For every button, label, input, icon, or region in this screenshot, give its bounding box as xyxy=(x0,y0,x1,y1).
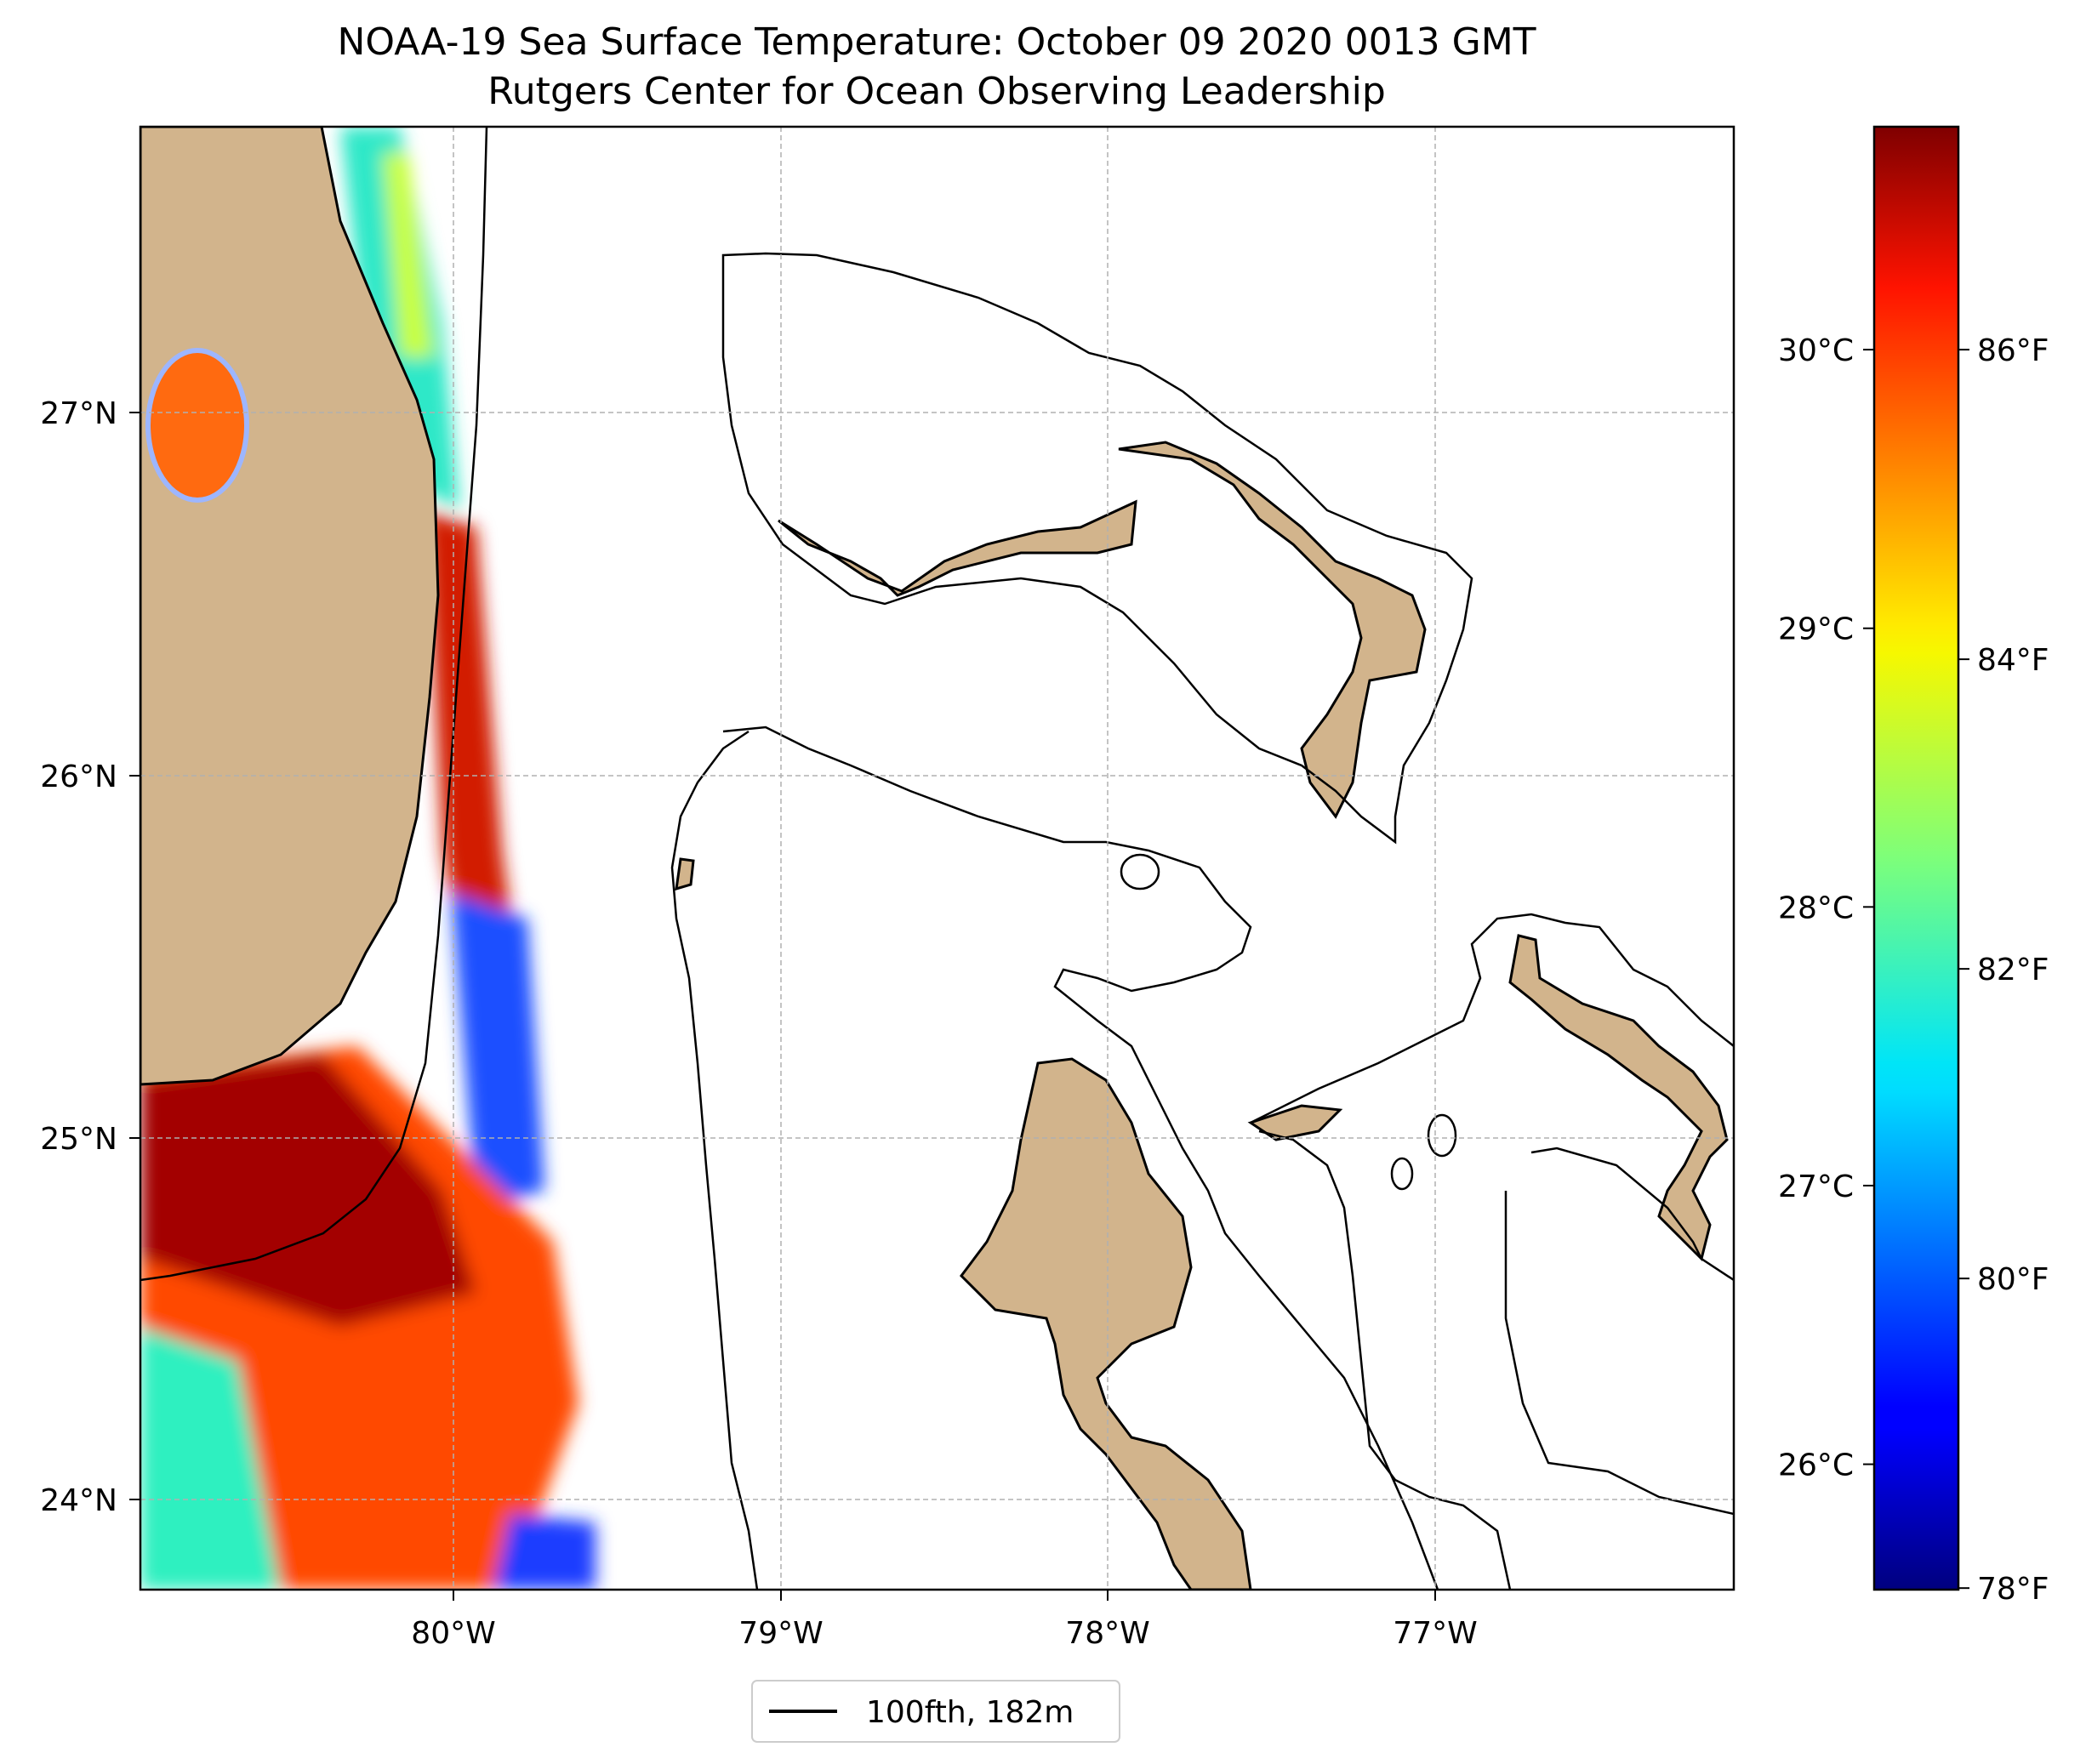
sst-swath-north-warm xyxy=(383,153,434,357)
isobath-exuma-sound-south xyxy=(1258,1130,1512,1590)
x-tick-label: 77°W xyxy=(1393,1616,1477,1651)
colorbar-fahrenheit-tick-label: 86°F xyxy=(1977,333,2049,368)
land-bimini xyxy=(675,857,695,891)
x-tick-label: 78°W xyxy=(1065,1616,1149,1651)
colorbar-fahrenheit-tick-label: 84°F xyxy=(1977,643,2049,678)
colorbar-fahrenheit-tick-label: 82°F xyxy=(1977,953,2049,987)
x-tick-label: 80°W xyxy=(411,1616,495,1651)
isobath-tongue-of-ocean xyxy=(1530,1147,1734,1282)
isobath-seamount-1 xyxy=(1120,853,1160,891)
sst-swath-mid-cool xyxy=(451,893,544,1208)
isobaths-100fth xyxy=(140,127,1734,1590)
y-tick-label: 25°N xyxy=(40,1122,117,1157)
map-panel xyxy=(140,127,1734,1590)
sst-swath-south-hot xyxy=(140,1055,476,1327)
colorbar-fahrenheit-tick-label: 78°F xyxy=(1977,1572,2049,1607)
sst-swath-sw-cool xyxy=(140,1327,281,1590)
x-tick-label: 79°W xyxy=(738,1616,823,1651)
isobath-seamount-2 xyxy=(1427,1113,1457,1158)
colorbar-celsius-ticks: 26°C 27°C 28°C 29°C 30°C xyxy=(1778,333,1874,1483)
x-axis: 80°W 79°W 78°W 77°W xyxy=(411,1590,1478,1651)
colorbar-celsius-tick-label: 30°C xyxy=(1778,333,1854,368)
legend: 100fth, 182m xyxy=(751,1680,1120,1743)
colorbar-gradient xyxy=(1872,125,1960,1591)
chart-title: NOAA-19 Sea Surface Temperature: October… xyxy=(337,20,1536,64)
colorbar-celsius-tick-label: 28°C xyxy=(1778,891,1854,925)
sst-swath-mid xyxy=(425,510,527,1038)
legend-label: 100fth, 182m xyxy=(866,1695,1074,1730)
isobath-eastern-edge xyxy=(1504,1191,1734,1516)
isobath-exuma-sound xyxy=(1250,913,1734,1124)
isobath-little-bahama-bank xyxy=(721,252,1473,845)
sst-swath-se-cool xyxy=(493,1514,596,1590)
y-tick-label: 24°N xyxy=(40,1483,117,1518)
isobath-florida-shelf xyxy=(140,127,488,1282)
land-andros xyxy=(960,1057,1252,1590)
chart-subtitle: Rutgers Center for Ocean Observing Leade… xyxy=(487,70,1386,113)
colorbar-celsius-tick-label: 29°C xyxy=(1778,612,1854,647)
map-frame xyxy=(139,125,1735,1591)
y-axis: 27°N 26°N 25°N 24°N xyxy=(40,396,140,1518)
gridlines xyxy=(140,127,1734,1590)
land-new-providence xyxy=(1247,1104,1343,1141)
isobath-great-bahama-bank xyxy=(722,726,1439,1590)
colorbar-fahrenheit-ticks: 78°F 80°F 82°F 84°F 86°F xyxy=(1958,333,2049,1607)
colorbar-celsius-tick-label: 27°C xyxy=(1778,1169,1854,1204)
isobath-bank-western-edge xyxy=(670,730,759,1590)
lake-okeechobee xyxy=(145,348,249,503)
colorbar-fahrenheit-tick-label: 80°F xyxy=(1977,1262,2049,1297)
sst-swath xyxy=(140,127,596,1590)
colorbar-celsius-tick-label: 26°C xyxy=(1778,1448,1854,1483)
y-tick-label: 26°N xyxy=(40,760,117,794)
isobath-seamount-3 xyxy=(1390,1157,1414,1191)
y-tick-label: 27°N xyxy=(40,396,117,431)
legend-box xyxy=(751,1680,1120,1743)
land-grand-bahama xyxy=(778,499,1137,597)
colorbar: 26°C 27°C 28°C 29°C 30°C 78°F 80°F 82°F 84°F 86°… xyxy=(1778,125,2049,1607)
